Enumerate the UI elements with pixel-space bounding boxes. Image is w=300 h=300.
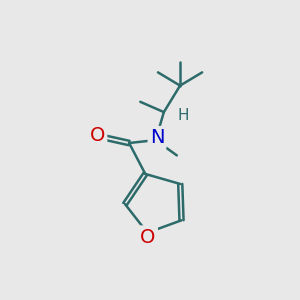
Text: H: H [177,108,189,123]
Text: N: N [150,128,164,147]
Text: O: O [140,228,156,247]
Text: O: O [90,126,105,145]
